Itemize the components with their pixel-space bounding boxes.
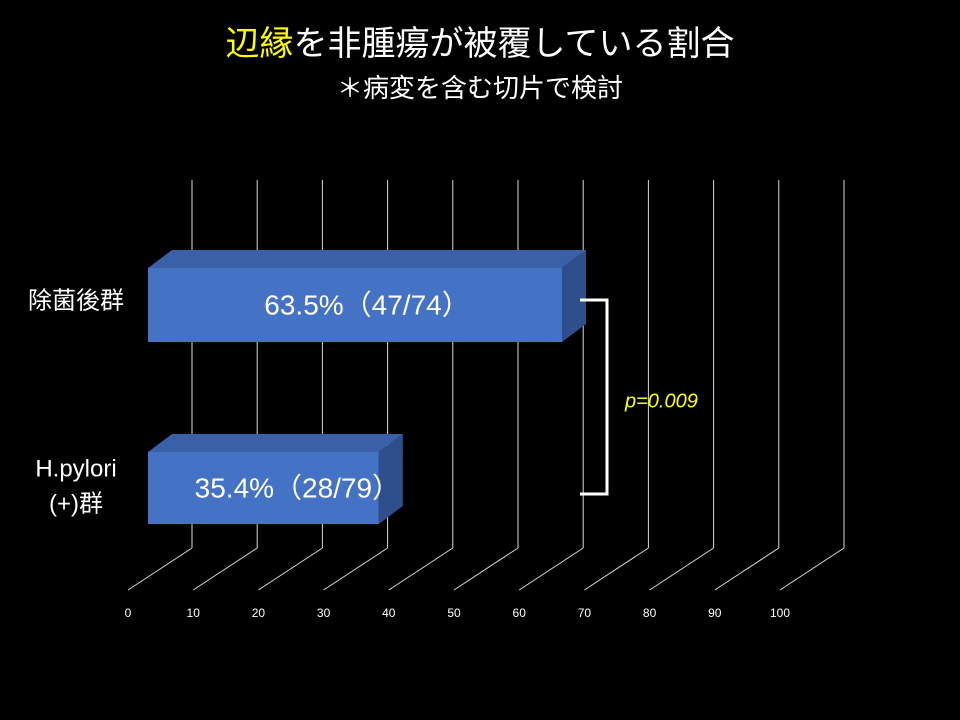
chart-title: 辺縁を非腫瘍が被覆している割合: [226, 25, 735, 63]
floor-line: [192, 547, 258, 591]
x-tick-label: 80: [643, 606, 657, 620]
annotation: p=0.009: [624, 390, 698, 412]
category-label: 除菌後群: [28, 287, 124, 314]
x-tick-label: 20: [252, 606, 266, 620]
floor-line: [518, 547, 584, 591]
bar-side: [378, 434, 403, 524]
bar-side: [562, 250, 587, 342]
bar-top: [148, 250, 587, 268]
bar-top: [148, 434, 403, 452]
x-tick-label: 100: [770, 606, 790, 620]
category-label: (+)群: [49, 490, 103, 517]
floor-line: [323, 547, 388, 591]
floor-line: [584, 547, 649, 591]
bar: [148, 452, 379, 524]
bar: [148, 268, 563, 342]
x-tick-label: 40: [382, 606, 396, 620]
floor-line: [649, 547, 714, 591]
floor-line: [453, 547, 519, 591]
x-tick-label: 0: [125, 606, 132, 620]
floor-line: [779, 547, 845, 591]
x-tick-label: 60: [513, 606, 527, 620]
floor-line: [388, 547, 454, 591]
floor-line: [258, 547, 323, 591]
title-rest: を非腫瘍が被覆している割合: [294, 25, 735, 63]
significance-bracket: [580, 298, 609, 496]
x-tick-label: 90: [708, 606, 722, 620]
floor-line: [127, 547, 193, 591]
chart-subtitle: ＊病変を含む切片で検討: [337, 73, 623, 103]
x-tick-label: 50: [447, 606, 461, 620]
x-tick-label: 10: [187, 606, 201, 620]
x-tick-label: 30: [317, 606, 331, 620]
category-label: H.pylori: [35, 455, 116, 482]
x-tick-label: 70: [578, 606, 592, 620]
value-label: 63.5%（47/74）: [264, 289, 469, 320]
title-highlight: 辺縁: [226, 25, 294, 63]
floor-line: [714, 547, 780, 591]
value-label: 35.4%（28/79）: [195, 472, 400, 503]
